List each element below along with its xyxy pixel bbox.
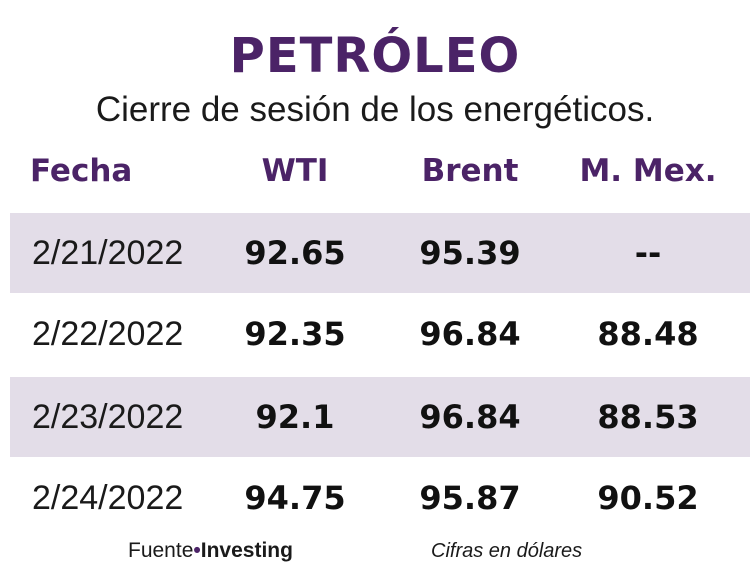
cell-brent: 95.87 [419,479,521,517]
cell-mmex: 90.52 [597,479,699,517]
table-row: 2/23/2022 92.1 96.84 88.53 [10,377,750,457]
source-name: Investing [200,539,293,562]
bullet-icon: • [193,539,201,562]
column-header-brent: Brent [421,153,519,189]
page-subtitle: Cierre de sesión de los energéticos. [95,90,655,129]
cell-wti: 94.75 [244,479,346,517]
cell-date: 2/23/2022 [32,398,184,436]
page-title: PETRÓLEO [229,28,521,84]
cell-brent: 95.39 [419,234,521,272]
table-row: 2/21/2022 92.65 95.39 -- [10,213,750,293]
cell-brent: 96.84 [419,398,521,436]
cell-brent: 96.84 [419,315,521,353]
cell-date: 2/21/2022 [32,234,184,272]
cell-date: 2/24/2022 [32,479,184,517]
cell-wti: 92.1 [255,398,335,436]
cell-wti: 92.35 [244,315,346,353]
column-header-mmex: M. Mex. [579,153,717,189]
cell-date: 2/22/2022 [32,315,184,353]
currency-note: Cifras en dólares [431,540,583,562]
table-row: 2/24/2022 94.75 95.87 90.52 [10,458,750,538]
cell-mmex: -- [634,234,662,272]
cell-mmex: 88.53 [597,398,699,436]
column-header-wti: WTI [261,153,329,189]
table-row: 2/22/2022 92.35 96.84 88.48 [10,294,750,374]
cell-mmex: 88.48 [597,315,699,353]
source-prefix: Fuente [128,539,194,562]
cell-wti: 92.65 [244,234,346,272]
source-credit: Fuente•Investing [128,536,293,566]
column-header-fecha: Fecha [30,153,133,189]
table-header: Fecha WTI Brent M. Mex. [0,146,750,196]
